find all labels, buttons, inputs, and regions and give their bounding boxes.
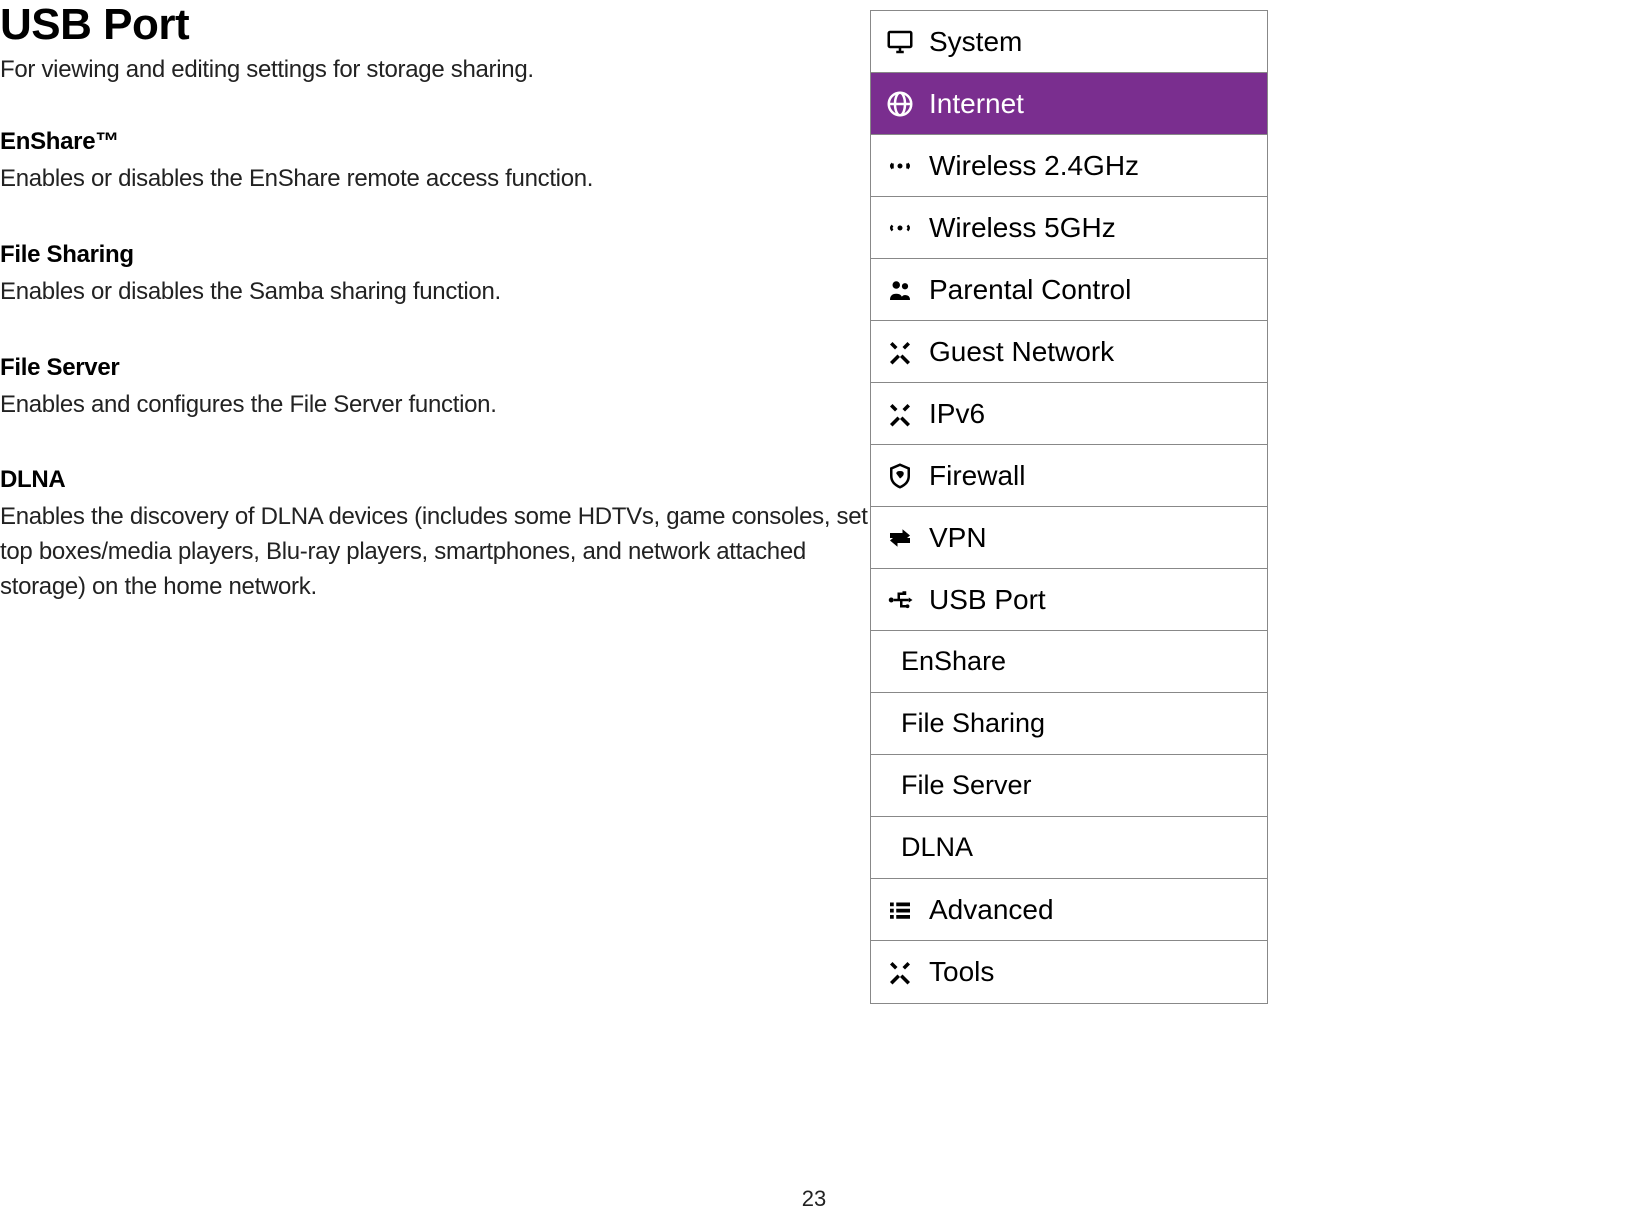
- usb-icon: [871, 585, 929, 615]
- sidebar-item-label: Internet: [929, 88, 1024, 120]
- users-icon: [871, 275, 929, 305]
- sidebar-item-internet[interactable]: Internet: [871, 73, 1267, 135]
- section-fileserver: File Server Enables and configures the F…: [0, 354, 870, 423]
- sidebar-subitem-label: EnShare: [901, 646, 1006, 677]
- section-desc: Enables or disables the Samba sharing fu…: [0, 275, 870, 310]
- section-dlna: DLNA Enables the discovery of DLNA devic…: [0, 466, 870, 604]
- globe-icon: [871, 89, 929, 119]
- wifi-icon: [871, 151, 929, 181]
- sidebar-subitem-label: File Sharing: [901, 708, 1045, 739]
- sidebar-item-label: Advanced: [929, 894, 1054, 926]
- sidebar-item-wireless24[interactable]: Wireless 2.4GHz: [871, 135, 1267, 197]
- section-enshare: EnShare™ Enables or disables the EnShare…: [0, 128, 870, 197]
- sidebar-item-label: System: [929, 26, 1022, 58]
- sidebar-item-ipv6[interactable]: IPv6: [871, 383, 1267, 445]
- sidebar-item-usbport[interactable]: USB Port: [871, 569, 1267, 631]
- sidebar-subitem-label: DLNA: [901, 832, 973, 863]
- section-desc: Enables and configures the File Server f…: [0, 388, 870, 423]
- arrows-icon: [871, 523, 929, 553]
- sidebar-menu: System Internet Wireless 2.4GHz: [870, 10, 1268, 1004]
- sidebar-item-label: Wireless 2.4GHz: [929, 150, 1139, 182]
- page-title: USB Port: [0, 0, 870, 50]
- shield-icon: [871, 461, 929, 491]
- sidebar-item-label: USB Port: [929, 584, 1046, 616]
- sidebar-subitem-enshare[interactable]: EnShare: [871, 631, 1267, 693]
- wifi-icon: [871, 213, 929, 243]
- tools-icon: [871, 399, 929, 429]
- sidebar-item-label: Firewall: [929, 460, 1025, 492]
- section-desc: Enables or disables the EnShare remote a…: [0, 162, 870, 197]
- sidebar-item-tools[interactable]: Tools: [871, 941, 1267, 1003]
- page-subtitle: For viewing and editing settings for sto…: [0, 56, 870, 84]
- tools-icon: [871, 337, 929, 367]
- page-container: USB Port For viewing and editing setting…: [0, 0, 1628, 1224]
- sidebar-item-guest[interactable]: Guest Network: [871, 321, 1267, 383]
- content-area: USB Port For viewing and editing setting…: [0, 0, 870, 1224]
- section-heading: File Sharing: [0, 241, 870, 269]
- section-heading: File Server: [0, 354, 870, 382]
- sidebar-item-label: Guest Network: [929, 336, 1114, 368]
- sidebar-item-label: IPv6: [929, 398, 985, 430]
- sidebar-subitem-label: File Server: [901, 770, 1032, 801]
- sidebar-item-label: Parental Control: [929, 274, 1131, 306]
- tools-icon: [871, 957, 929, 987]
- sidebar-item-parental[interactable]: Parental Control: [871, 259, 1267, 321]
- sidebar-item-label: VPN: [929, 522, 987, 554]
- section-heading: DLNA: [0, 466, 870, 494]
- page-number: 23: [802, 1186, 826, 1212]
- sidebar-item-label: Tools: [929, 956, 994, 988]
- sidebar-subitem-fileserver[interactable]: File Server: [871, 755, 1267, 817]
- sidebar-item-system[interactable]: System: [871, 11, 1267, 73]
- sidebar-item-advanced[interactable]: Advanced: [871, 879, 1267, 941]
- list-icon: [871, 895, 929, 925]
- sidebar-subitem-dlna[interactable]: DLNA: [871, 817, 1267, 879]
- section-heading: EnShare™: [0, 128, 870, 156]
- monitor-icon: [871, 27, 929, 57]
- sidebar-item-firewall[interactable]: Firewall: [871, 445, 1267, 507]
- sidebar-item-label: Wireless 5GHz: [929, 212, 1116, 244]
- section-filesharing: File Sharing Enables or disables the Sam…: [0, 241, 870, 310]
- sidebar-subitem-filesharing[interactable]: File Sharing: [871, 693, 1267, 755]
- section-desc: Enables the discovery of DLNA devices (i…: [0, 500, 870, 604]
- sidebar-item-vpn[interactable]: VPN: [871, 507, 1267, 569]
- sidebar-item-wireless5[interactable]: Wireless 5GHz: [871, 197, 1267, 259]
